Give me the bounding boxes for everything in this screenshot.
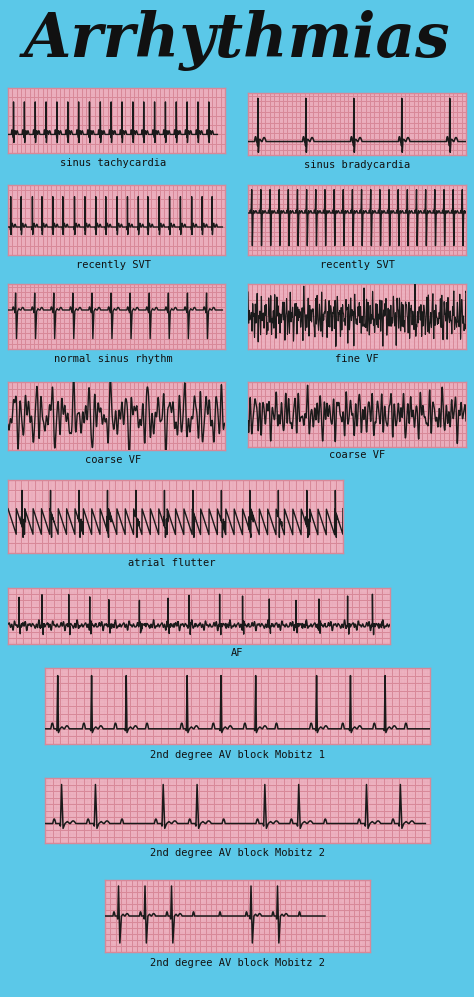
Text: sinus tachycardia: sinus tachycardia (60, 158, 166, 168)
Text: AF: AF (231, 648, 243, 658)
Text: 2nd degree AV block Mobitz 2: 2nd degree AV block Mobitz 2 (149, 958, 325, 968)
Text: fine VF: fine VF (335, 354, 379, 364)
Text: atrial flutter: atrial flutter (128, 558, 216, 568)
Text: coarse VF: coarse VF (85, 455, 141, 465)
Text: 2nd degree AV block Mobitz 1: 2nd degree AV block Mobitz 1 (149, 750, 325, 760)
Text: normal sinus rhythm: normal sinus rhythm (54, 354, 173, 364)
Text: 2nd degree AV block Mobitz 2: 2nd degree AV block Mobitz 2 (149, 848, 325, 858)
Text: Arrhythmias: Arrhythmias (24, 10, 450, 71)
Text: recently SVT: recently SVT (319, 260, 394, 270)
Text: sinus bradycardia: sinus bradycardia (304, 160, 410, 170)
Text: recently SVT: recently SVT (75, 260, 151, 270)
Text: coarse VF: coarse VF (329, 450, 385, 460)
